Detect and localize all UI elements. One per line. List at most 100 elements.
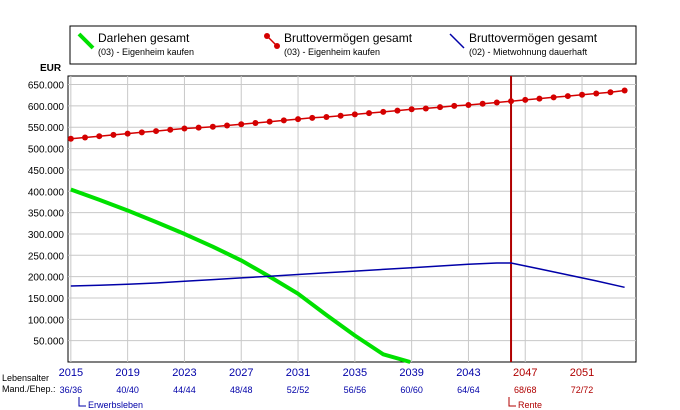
- data-point: [252, 119, 259, 126]
- data-point: [280, 117, 287, 124]
- y-tick-label: 100.000: [28, 315, 65, 326]
- legend-sub-brutto-miete: (02) - Mietwohnung dauerhaft: [469, 47, 588, 57]
- y-tick-label: 400.000: [28, 187, 65, 198]
- legend-sub-brutto-eigenheim: (03) - Eigenheim kaufen: [284, 47, 380, 57]
- data-point: [621, 87, 628, 94]
- age-label: 72/72: [571, 385, 594, 395]
- legend-sub-darlehen: (03) - Eigenheim kaufen: [98, 47, 194, 57]
- data-point: [493, 99, 500, 106]
- series-line-1: [70, 187, 411, 364]
- data-point: [451, 102, 458, 109]
- data-point: [266, 118, 273, 125]
- grid-lines: [68, 76, 636, 362]
- age-label: 48/48: [230, 385, 253, 395]
- legend-entry-brutto-eigenheim: Bruttovermögen gesamt (03) - Eigenheim k…: [264, 31, 413, 57]
- age-label: 44/44: [173, 385, 196, 395]
- x-tick-label: 2031: [286, 367, 310, 379]
- data-point: [110, 131, 117, 138]
- data-point: [579, 91, 586, 98]
- data-point: [295, 116, 302, 123]
- data-point: [550, 94, 557, 101]
- age-label: 60/60: [400, 385, 423, 395]
- legend-box: [69, 25, 637, 65]
- y-tick-label: 550.000: [28, 123, 65, 134]
- data-point: [309, 114, 316, 121]
- age-label: 68/68: [514, 385, 537, 395]
- series-lines: [67, 87, 628, 364]
- data-point: [351, 111, 358, 118]
- series-line-3: [70, 262, 625, 289]
- x-tick-label: 2035: [343, 367, 367, 379]
- data-point: [508, 98, 515, 105]
- age-label: 64/64: [457, 385, 480, 395]
- data-point: [124, 130, 131, 137]
- erwerbsleben-bracket: [78, 397, 86, 407]
- data-point: [138, 129, 145, 136]
- x-tick-label: 2051: [570, 367, 594, 379]
- x-tick-label: 2039: [399, 367, 423, 379]
- x-tick-labels: 2015 36/36 2019 40/40 2023 44/44 2027 48/48 2031…: [59, 367, 595, 395]
- legend-swatch-brutto-miete: [449, 33, 465, 49]
- data-point: [337, 112, 344, 119]
- legend-title-darlehen: Darlehen gesamt: [98, 31, 190, 45]
- age-label: 56/56: [344, 385, 367, 395]
- data-point: [522, 96, 529, 103]
- data-point: [224, 122, 231, 129]
- data-point: [408, 106, 415, 113]
- y-tick-label: 450.000: [28, 166, 65, 177]
- data-point: [82, 134, 89, 141]
- series-line-2: [70, 89, 625, 140]
- legend-title-brutto-miete: Bruttovermögen gesamt: [469, 31, 598, 45]
- plot-area: [67, 75, 637, 363]
- x-tick-label: 2019: [115, 367, 139, 379]
- y-axis-unit-label: EUR: [40, 63, 62, 74]
- legend-title-brutto-eigenheim: Bruttovermögen gesamt: [284, 31, 413, 45]
- data-point: [238, 121, 245, 128]
- data-point: [96, 133, 103, 140]
- y-tick-label: 500.000: [28, 145, 65, 156]
- data-point: [167, 126, 174, 133]
- x-tick-label: 2023: [172, 367, 196, 379]
- data-point: [380, 108, 387, 115]
- data-point: [536, 95, 543, 102]
- legend-swatch-darlehen: [77, 32, 95, 50]
- x-tick-label: 2027: [229, 367, 253, 379]
- data-point: [323, 113, 330, 120]
- y-tick-label: 350.000: [28, 209, 65, 220]
- age-label: 36/36: [60, 385, 83, 395]
- rente-label: Rente: [518, 400, 542, 410]
- x-tick-label: 2015: [59, 367, 83, 379]
- legend-entry-darlehen: Darlehen gesamt (03) - Eigenheim kaufen: [77, 31, 194, 57]
- erwerbsleben-label: Erwerbsleben: [88, 400, 143, 410]
- y-tick-label: 200.000: [28, 273, 65, 284]
- y-tick-label: 300.000: [28, 230, 65, 241]
- y-tick-label: 150.000: [28, 294, 65, 305]
- y-tick-labels: 50.000 100.000 150.000 200.000 250.000 300.00…: [28, 81, 65, 348]
- legend-marker-brutto-eigenheim-1: [264, 33, 270, 39]
- legend-marker-brutto-eigenheim-2: [274, 43, 280, 49]
- lebensalter-label: Lebensalter: [2, 373, 49, 383]
- legend-entry-brutto-miete: Bruttovermögen gesamt (02) - Mietwohnung…: [449, 31, 598, 57]
- data-point: [181, 125, 188, 132]
- data-point: [479, 100, 486, 107]
- y-tick-label: 600.000: [28, 102, 65, 113]
- data-point: [394, 107, 401, 114]
- data-point: [593, 90, 600, 97]
- data-point: [465, 102, 472, 109]
- data-point: [564, 93, 571, 100]
- data-point: [437, 104, 444, 111]
- data-point: [422, 105, 429, 112]
- data-point: [195, 124, 202, 131]
- rente-bracket: [508, 397, 516, 407]
- x-tick-label: 2047: [513, 367, 537, 379]
- data-point: [209, 123, 216, 130]
- y-tick-label: 650.000: [28, 81, 65, 92]
- age-label: 40/40: [116, 385, 139, 395]
- data-point: [366, 110, 373, 117]
- age-label: 52/52: [287, 385, 310, 395]
- y-tick-label: 250.000: [28, 251, 65, 262]
- data-point: [153, 128, 160, 135]
- data-point: [67, 135, 74, 142]
- data-point: [607, 89, 614, 96]
